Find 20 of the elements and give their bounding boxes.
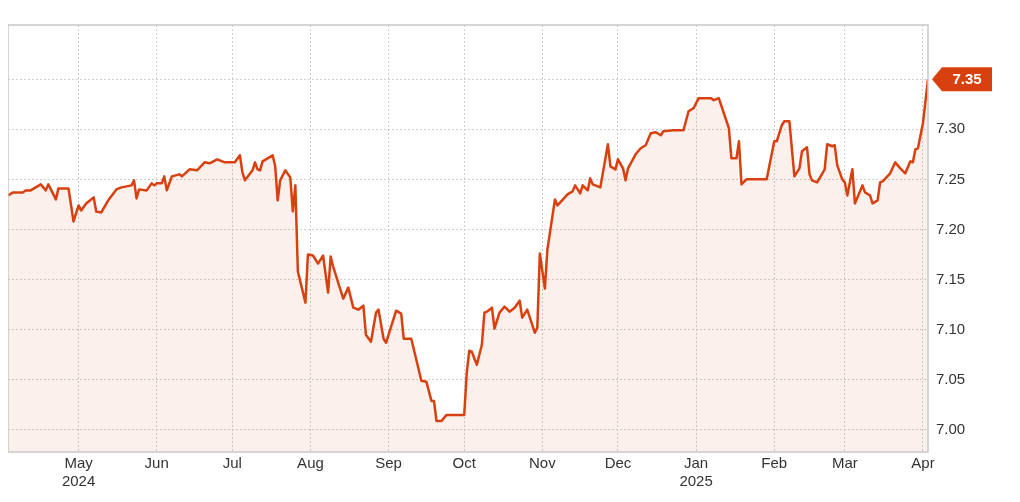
x-tick-label: Apr [911,454,935,472]
y-tick-label: 7.10 [936,319,966,337]
x-tick-label: Nov [529,454,557,472]
y-tick-label: 7.15 [936,269,966,287]
x-tick-label: Mar [831,454,858,472]
x-tick-label: May 2024 [61,454,96,490]
y-tick-label: 7.00 [936,420,966,438]
x-tick-label: Sep [375,454,402,472]
x-tick-label: Feb [761,454,788,472]
x-tick-label: Aug [297,454,324,472]
y-tick-label: 7.20 [936,219,966,237]
x-tick-label: Oct [452,454,477,472]
x-tick-label: Jan 2025 [679,454,713,490]
y-tick-label: 7.05 [936,369,966,387]
x-tick-label: Jul [222,454,242,472]
y-tick-label: 7.25 [936,169,966,187]
y-tick-label: 7.30 [936,119,966,137]
x-tick-label: Dec [604,454,632,472]
annotation: 7.35 [952,70,982,88]
x-tick-label: Jun [144,454,169,472]
